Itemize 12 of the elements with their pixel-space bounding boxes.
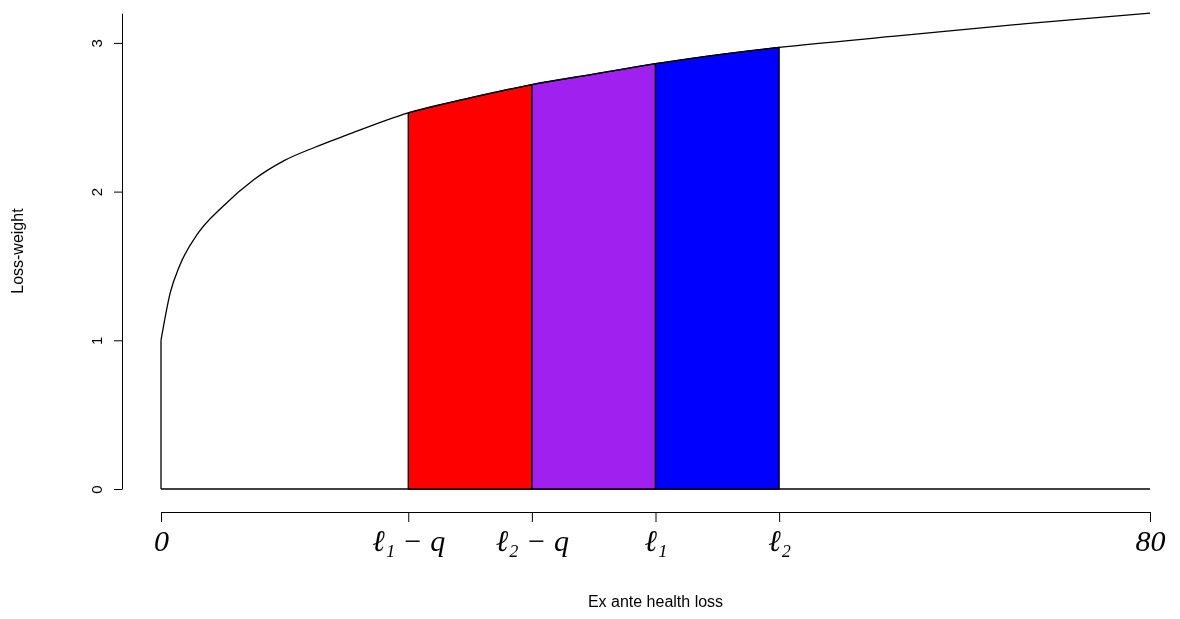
x-tick-label: ℓ₁ (644, 524, 668, 557)
y-tick-label: 2 (88, 187, 105, 197)
y-tick-label: 1 (88, 336, 105, 345)
x-axis-title: Ex ante health loss (587, 593, 724, 610)
x-tick-label: 0 (154, 524, 169, 557)
y-axis-title: Loss-weight (9, 207, 26, 294)
y-tick-label: 0 (88, 485, 105, 494)
x-tick-label: ℓ₂ (768, 524, 792, 557)
x-tick-label: ℓ₁ − q (372, 524, 446, 557)
x-tick-label: ℓ₂ − q (495, 524, 569, 557)
y-tick-label: 3 (88, 39, 105, 48)
x-tick-label: 80 (1135, 524, 1166, 557)
